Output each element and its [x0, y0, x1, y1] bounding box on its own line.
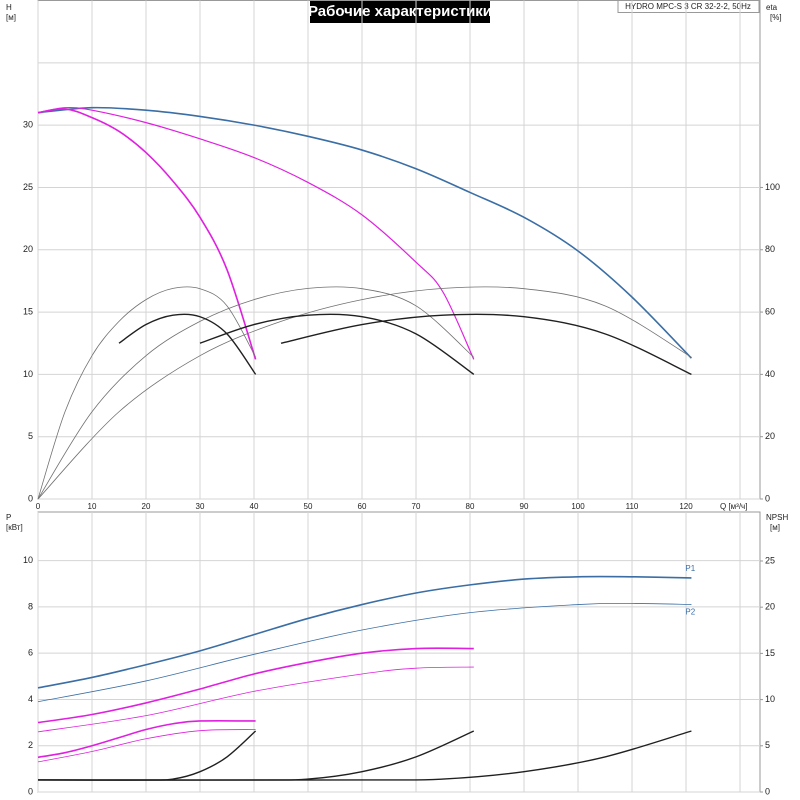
y-tick-label: 2 [28, 740, 33, 750]
y2-tick-label: 10 [765, 694, 775, 704]
x-tick-label: 70 [412, 502, 421, 511]
y-tick-label: 20 [23, 244, 33, 254]
curve [37, 647, 474, 724]
x-tick-label: 60 [358, 502, 367, 511]
x-tick-label: 90 [520, 502, 529, 511]
curve [37, 719, 256, 759]
curve [118, 313, 257, 375]
x-tick-label: 30 [196, 502, 205, 511]
x-tick-label: 80 [466, 502, 475, 511]
title-box [310, 0, 490, 23]
x-tick-label: 0 [36, 502, 41, 511]
x-tick-label: 10 [88, 502, 97, 511]
x-tick-label: 20 [142, 502, 151, 511]
y2-axis-unit: [м] [770, 523, 780, 532]
y-tick-label: 5 [28, 431, 33, 441]
curve [37, 108, 257, 360]
curve [37, 729, 256, 763]
y-tick-label: 4 [28, 694, 33, 704]
x-tick-label: 100 [571, 502, 585, 511]
curve [37, 666, 474, 733]
y2-tick-label: 80 [765, 244, 775, 254]
y2-tick-label: 25 [765, 555, 775, 565]
y2-axis-unit: [%] [770, 13, 782, 22]
y-tick-label: 8 [28, 601, 33, 611]
y2-tick-label: 15 [765, 648, 775, 658]
curve-label: P2 [685, 608, 695, 617]
x-axis-label: Q [м³/ч] [720, 502, 747, 511]
x-tick-label: 110 [626, 502, 639, 511]
chart-title: Рабочие характеристики [308, 3, 492, 20]
y-axis-label: P [6, 513, 11, 522]
x-tick-label: 40 [250, 502, 259, 511]
x-tick-label: 120 [679, 502, 693, 511]
curve [37, 730, 692, 781]
y-tick-label: 10 [23, 555, 33, 565]
curve [37, 286, 256, 500]
x-tick-label: 50 [304, 502, 313, 511]
curve [37, 602, 692, 703]
y2-tick-label: 20 [765, 431, 775, 441]
y-tick-label: 30 [23, 120, 33, 130]
y-axis-unit: [кВт] [6, 523, 23, 532]
y2-tick-label: 0 [765, 786, 770, 796]
y-tick-label: 0 [28, 493, 33, 503]
y2-axis-label: NPSH [766, 513, 788, 522]
y-axis-label: H [6, 3, 12, 12]
y2-tick-label: 0 [765, 493, 770, 503]
y2-tick-label: 100 [765, 182, 780, 192]
curve [37, 106, 692, 359]
curve [37, 106, 475, 360]
y2-tick-label: 20 [765, 602, 775, 612]
y2-axis-label: eta [766, 3, 778, 12]
y-tick-label: 6 [28, 648, 33, 658]
chart-subtitle: HYDRO MPC-S 3 CR 32-2-2, 50Hz [625, 2, 751, 11]
y2-tick-label: 60 [765, 306, 775, 316]
y-tick-label: 10 [23, 369, 33, 379]
y2-tick-label: 40 [765, 369, 775, 379]
curve [280, 313, 692, 376]
curve [37, 286, 692, 500]
curve [37, 575, 692, 689]
curve [37, 286, 475, 500]
curve [199, 313, 475, 375]
y-tick-label: 25 [23, 182, 33, 192]
curve-label: P1 [685, 564, 695, 573]
y-tick-label: 15 [23, 306, 33, 316]
y2-tick-label: 5 [765, 740, 770, 750]
y-tick-label: 0 [28, 786, 33, 796]
y-axis-unit: [м] [6, 13, 16, 22]
